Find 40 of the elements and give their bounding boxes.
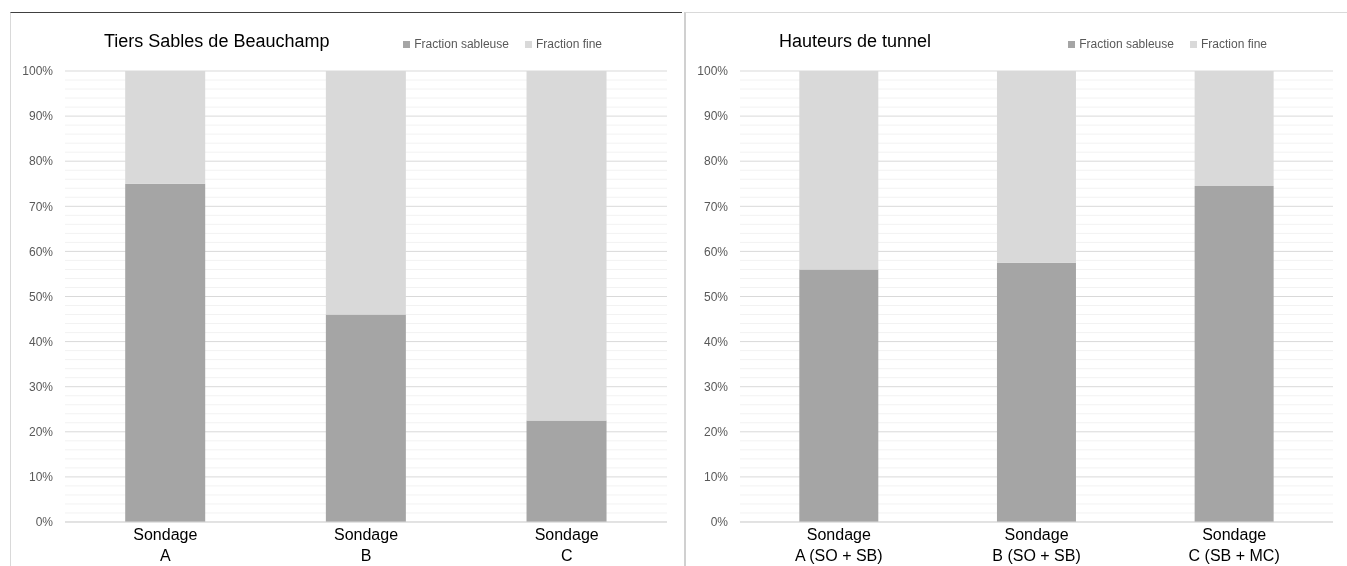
x-tick-label: Sondage C (SB + MC) (1188, 526, 1280, 564)
x-tick-label: Sondage A (133, 526, 198, 564)
chart-title: Tiers Sables de Beauchamp (104, 31, 330, 52)
y-tick-label: 40% (28, 334, 54, 349)
y-tick-label: 90% (28, 109, 54, 124)
x-tick-label: Sondage B (SO + SB) (992, 526, 1081, 564)
y-tick-label: 20% (703, 425, 729, 440)
legend-label: Fraction sableuse (414, 37, 509, 51)
y-tick-label: 40% (703, 334, 729, 349)
bar (996, 262, 1076, 522)
y-tick-label: 70% (703, 199, 729, 214)
x-tick-label: Sondage A (SO + SB) (795, 526, 883, 564)
y-tick-label: 10% (703, 470, 729, 485)
legend-label: Fraction sableuse (1079, 37, 1174, 51)
y-tick-label: 100% (697, 64, 729, 79)
bar (1194, 186, 1274, 522)
bar (799, 269, 879, 522)
bar (325, 314, 406, 522)
x-tick-label: Sondage C (534, 526, 599, 564)
y-tick-label: 70% (28, 199, 54, 214)
y-tick-label: 30% (28, 379, 54, 394)
y-tick-label: 0% (35, 515, 54, 530)
y-tick-label: 90% (703, 109, 729, 124)
y-tick-label: 0% (710, 515, 729, 530)
y-tick-label: 80% (28, 154, 54, 169)
y-tick-label: 50% (28, 289, 54, 304)
y-tick-label: 30% (703, 379, 729, 394)
y-tick-label: 80% (703, 154, 729, 169)
chart-title: Hauteurs de tunnel (779, 31, 932, 52)
y-tick-label: 60% (28, 244, 54, 259)
y-tick-label: 10% (28, 470, 54, 485)
bar (526, 420, 607, 522)
y-tick-label: 60% (703, 244, 729, 259)
legend-label: Fraction fine (535, 37, 602, 51)
x-tick-label: Sondage B (333, 526, 399, 564)
bar (125, 183, 206, 522)
legend-label: Fraction fine (1200, 37, 1267, 51)
y-tick-label: 50% (703, 289, 729, 304)
y-tick-label: 100% (22, 64, 54, 79)
y-tick-label: 20% (28, 425, 54, 440)
